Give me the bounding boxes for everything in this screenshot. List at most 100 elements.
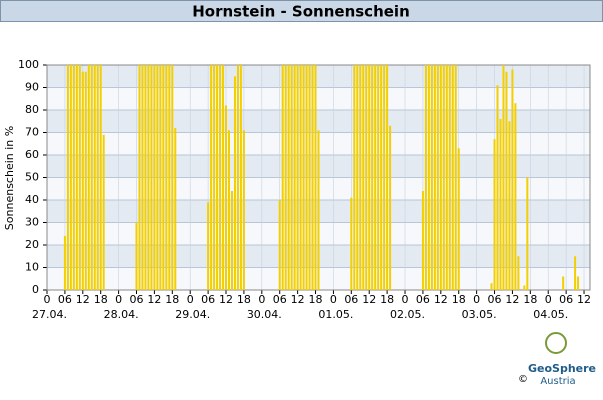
bar xyxy=(225,105,228,290)
bar xyxy=(165,65,168,290)
x-tick-label: 12 xyxy=(577,293,591,306)
x-tick-label: 18 xyxy=(523,293,537,306)
bar xyxy=(293,65,296,290)
bar xyxy=(171,65,174,290)
bar xyxy=(156,65,159,290)
x-tick-label: 06 xyxy=(416,293,430,306)
bar xyxy=(63,236,66,290)
bar xyxy=(383,65,386,290)
date-label: 01.05. xyxy=(318,308,353,321)
x-tick-label: 18 xyxy=(165,293,179,306)
bar xyxy=(436,65,439,290)
bar xyxy=(144,65,147,290)
x-tick-label: 12 xyxy=(147,293,161,306)
bar xyxy=(299,65,302,290)
bar xyxy=(216,65,219,290)
x-tick-label: 18 xyxy=(309,293,323,306)
bar xyxy=(317,130,320,290)
bar xyxy=(514,103,517,290)
bar xyxy=(511,69,514,290)
bar xyxy=(302,65,305,290)
bar xyxy=(138,65,141,290)
bar xyxy=(505,71,508,290)
bar xyxy=(365,65,368,290)
x-tick-label: 18 xyxy=(452,293,466,306)
bar xyxy=(493,139,496,290)
y-tick-label: 40 xyxy=(25,193,39,206)
bar xyxy=(72,65,75,290)
bar xyxy=(374,65,377,290)
x-tick-label: 0 xyxy=(115,293,122,306)
date-label: 04.05. xyxy=(533,308,568,321)
bar xyxy=(371,65,374,290)
x-tick-label: 0 xyxy=(44,293,51,306)
date-label: 03.05. xyxy=(462,308,497,321)
bar xyxy=(236,65,239,290)
bar xyxy=(442,65,445,290)
bar xyxy=(141,65,144,290)
x-tick-label: 12 xyxy=(219,293,233,306)
bar xyxy=(168,65,171,290)
bar xyxy=(75,65,78,290)
bar xyxy=(311,65,314,290)
bar xyxy=(278,200,281,290)
bar xyxy=(508,121,511,290)
x-tick-label: 12 xyxy=(362,293,376,306)
bar xyxy=(350,197,353,290)
bar xyxy=(162,65,165,290)
copyright: © xyxy=(518,374,528,385)
bar xyxy=(296,65,299,290)
x-tick-label: 12 xyxy=(505,293,519,306)
bar xyxy=(147,65,150,290)
bar xyxy=(439,65,442,290)
bar xyxy=(490,283,493,290)
bar xyxy=(421,191,424,290)
bar xyxy=(577,276,580,290)
bar xyxy=(96,65,99,290)
grid-band xyxy=(47,87,590,110)
x-tick-label: 12 xyxy=(76,293,90,306)
bar xyxy=(135,222,138,290)
bar xyxy=(102,134,105,290)
bar xyxy=(227,130,230,290)
bar xyxy=(448,65,451,290)
date-label: 02.05. xyxy=(390,308,425,321)
x-tick-label: 06 xyxy=(58,293,72,306)
bar xyxy=(308,65,311,290)
bar xyxy=(368,65,371,290)
bar xyxy=(230,191,233,290)
bar xyxy=(219,65,222,290)
date-label: 27.04. xyxy=(32,308,67,321)
grid-band xyxy=(47,65,590,88)
date-label: 30.04. xyxy=(247,308,282,321)
x-tick-label: 18 xyxy=(380,293,394,306)
grid-band xyxy=(47,110,590,133)
bar xyxy=(239,65,242,290)
bar xyxy=(93,65,96,290)
bar xyxy=(445,65,448,290)
x-tick-label: 0 xyxy=(473,293,480,306)
bar xyxy=(242,130,245,290)
bar xyxy=(290,65,293,290)
y-tick-label: 80 xyxy=(25,103,39,116)
logo-icon xyxy=(545,332,567,354)
bar xyxy=(174,128,177,290)
bar xyxy=(386,65,389,290)
bar xyxy=(430,65,433,290)
bar xyxy=(356,65,359,290)
date-label: 28.04. xyxy=(104,308,139,321)
date-label: 29.04. xyxy=(175,308,210,321)
x-tick-label: 06 xyxy=(201,293,215,306)
bar xyxy=(78,65,81,290)
bar xyxy=(207,202,210,290)
y-tick-label: 20 xyxy=(25,238,39,251)
logo-name: GeoSphere xyxy=(528,362,596,375)
bar xyxy=(69,65,72,290)
bar xyxy=(287,65,290,290)
y-tick-label: 10 xyxy=(25,261,39,274)
x-tick-label: 0 xyxy=(545,293,552,306)
bar xyxy=(99,65,102,290)
x-tick-label: 0 xyxy=(187,293,194,306)
bar xyxy=(562,276,565,290)
y-tick-label: 0 xyxy=(32,283,39,296)
